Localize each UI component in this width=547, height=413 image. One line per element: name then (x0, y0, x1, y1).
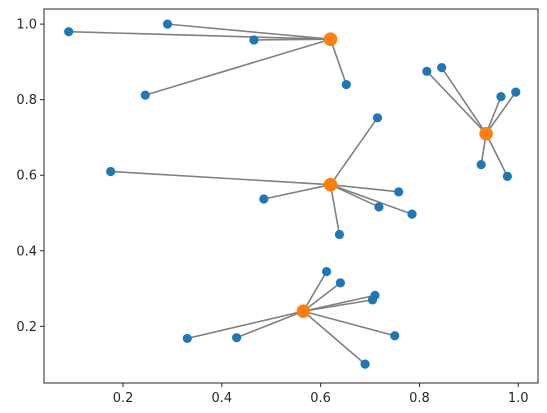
data-point (360, 359, 370, 369)
data-point (502, 171, 512, 181)
connector-line (68, 30, 331, 41)
data-point (259, 194, 269, 204)
data-point (334, 229, 345, 240)
y-tick-label: 0.4 (16, 244, 37, 259)
data-point (437, 62, 447, 73)
connector-line (110, 170, 331, 186)
y-tick-label: 0.6 (16, 169, 37, 184)
connector-line (485, 133, 509, 177)
y-axis: 0.2 0.4 0.6 0.8 1.0 (16, 18, 44, 335)
x-tick-label: 1.0 (508, 391, 529, 406)
x-tick-label: 0.6 (310, 391, 331, 406)
data-point (496, 92, 506, 102)
y-tick-label: 0.2 (16, 320, 37, 335)
data-point (367, 295, 378, 305)
data-point (64, 27, 74, 37)
connector-line (302, 271, 328, 312)
y-tick-label: 1.0 (16, 18, 37, 33)
data-point (511, 87, 521, 97)
data-point (407, 209, 417, 219)
connector-line (167, 23, 331, 41)
data-point (476, 160, 486, 170)
connector-line (441, 67, 487, 135)
data-point (372, 113, 383, 123)
plot-area (64, 19, 521, 369)
y-tick-label: 0.8 (16, 93, 37, 108)
x-tick-label: 0.4 (211, 391, 232, 406)
data-point (374, 202, 384, 212)
connector-line (329, 184, 341, 235)
x-tick-label: 0.8 (409, 391, 430, 406)
data-point (162, 19, 173, 29)
x-tick-label: 0.2 (113, 391, 134, 406)
connector-line (236, 310, 304, 339)
data-point (232, 333, 242, 343)
axes-frame (43, 8, 539, 384)
connector-line (303, 310, 395, 337)
connector-line (485, 91, 517, 135)
data-point (106, 166, 116, 177)
center-point (296, 304, 311, 319)
connector-line (329, 38, 348, 85)
connector-line (302, 282, 341, 312)
data-point (394, 187, 404, 197)
connector-line (263, 183, 331, 200)
data-point (249, 35, 259, 45)
data-point (341, 79, 351, 90)
center-point (323, 177, 338, 192)
center-point (323, 32, 338, 47)
connector-line (253, 38, 331, 41)
data-point (422, 66, 432, 76)
data-point (321, 266, 332, 277)
connector-line (303, 299, 373, 313)
data-point (390, 331, 400, 341)
x-axis: 0.2 0.4 0.6 0.8 1.0 (113, 383, 529, 406)
center-point (479, 126, 493, 141)
connector-line (329, 117, 379, 186)
connector-line (330, 183, 399, 193)
connector-line (302, 310, 366, 365)
connector-line (426, 70, 487, 135)
data-point (140, 90, 150, 100)
connector-line (187, 310, 304, 340)
connector-line (330, 183, 413, 215)
data-point (335, 278, 345, 288)
connector-line (145, 38, 331, 96)
data-point (182, 333, 192, 344)
